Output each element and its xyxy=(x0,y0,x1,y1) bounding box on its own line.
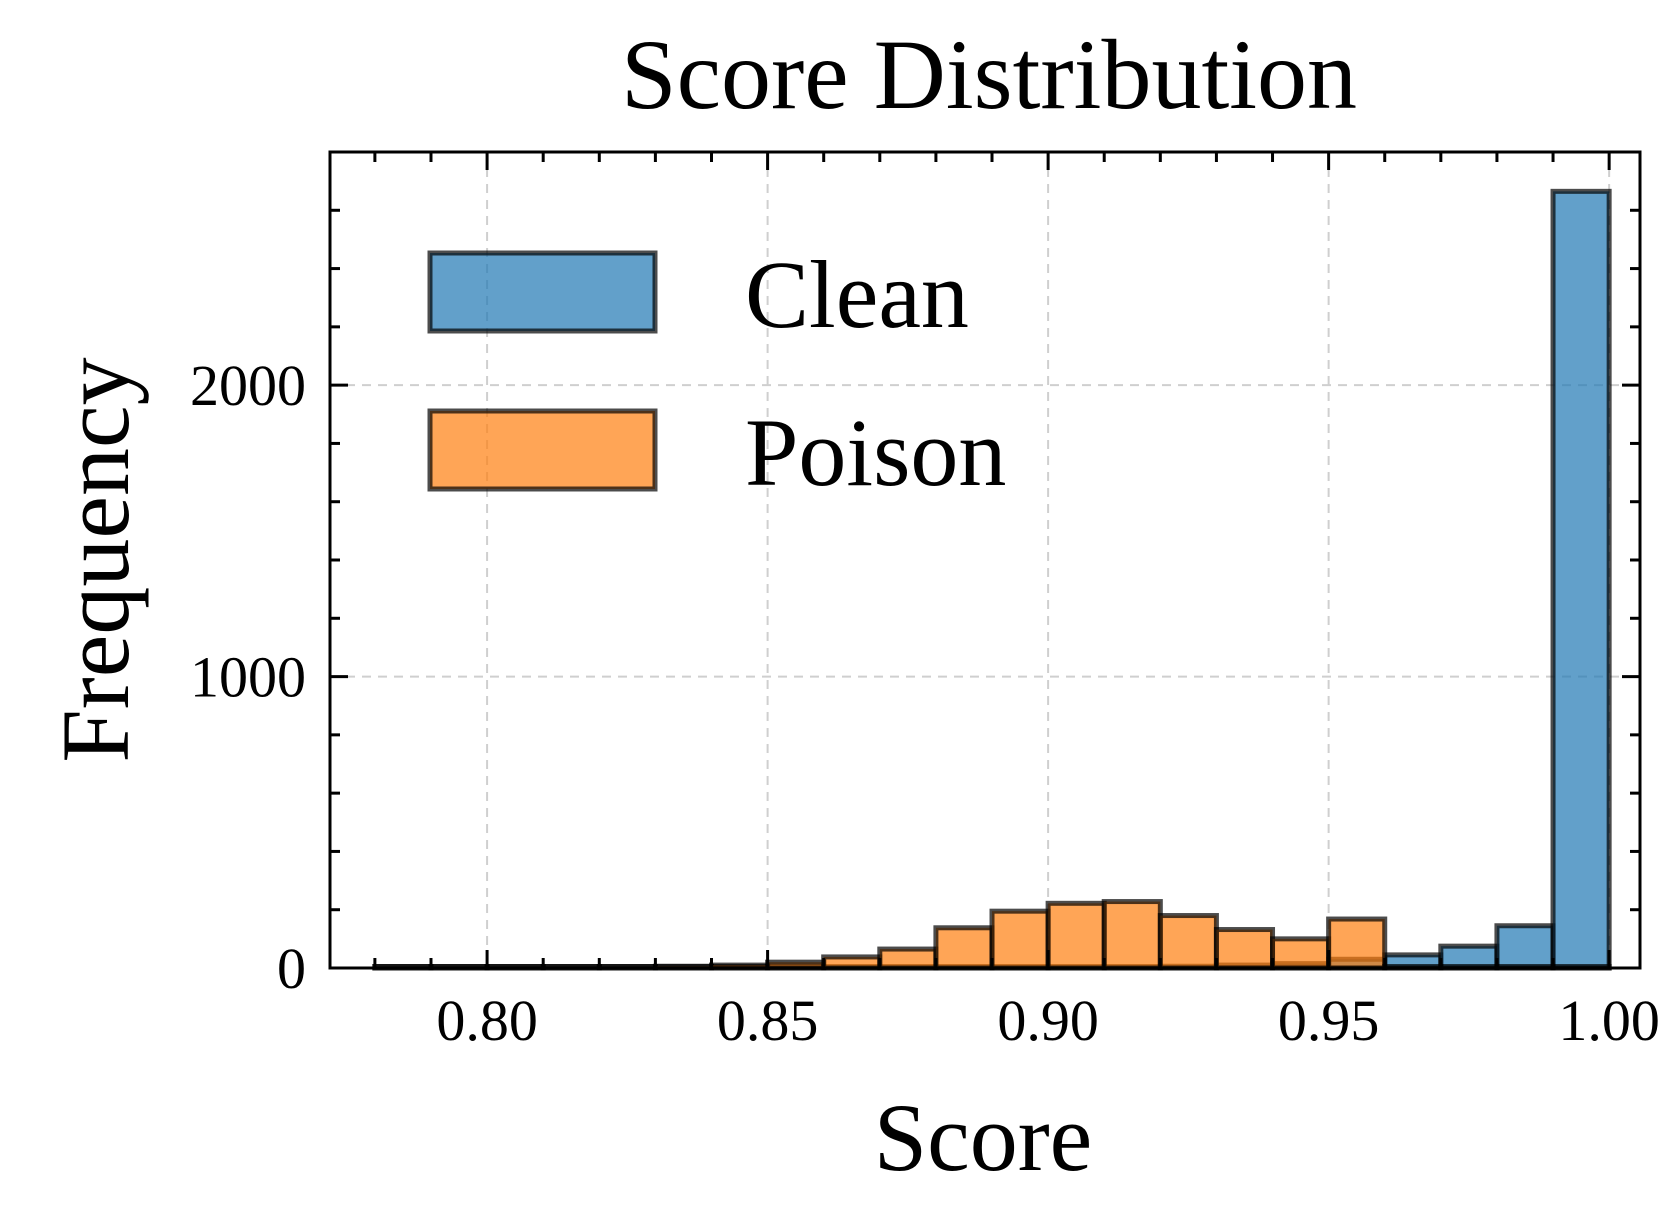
bar-poison-17 xyxy=(1326,916,1388,971)
x-tick-label-1: 0.85 xyxy=(717,988,819,1053)
x-tick-label-0: 0.80 xyxy=(436,988,538,1053)
x-tick-label-4: 1.00 xyxy=(1558,988,1660,1053)
bar-clean-21 xyxy=(1550,188,1612,971)
bar-poison-8 xyxy=(821,954,883,971)
y-axis-title: Frequency xyxy=(42,357,149,762)
y-tick-label-0: 0 xyxy=(277,936,306,1001)
x-axis-title: Score xyxy=(874,1084,1093,1191)
y-tick-label-2: 2000 xyxy=(190,353,306,418)
legend: Clean Poison xyxy=(427,241,1006,506)
bar-poison-13 xyxy=(1101,899,1163,971)
bar-poison-16 xyxy=(1270,936,1332,971)
legend-label-clean: Clean xyxy=(745,241,969,348)
bar-poison-12 xyxy=(1045,900,1107,971)
bar-poison-14 xyxy=(1157,913,1219,971)
legend-item-poison: Poison xyxy=(427,399,1006,506)
bar-poison-10 xyxy=(933,925,995,971)
legend-swatch-clean xyxy=(427,250,658,334)
y-tick-label-1: 1000 xyxy=(190,645,306,710)
x-tick-label-3: 0.95 xyxy=(1278,988,1380,1053)
x-tick-label-2: 0.90 xyxy=(997,988,1099,1053)
bar-poison-11 xyxy=(989,908,1051,971)
chart-title: Score Distribution xyxy=(621,19,1357,130)
bar-poison-15 xyxy=(1213,927,1276,971)
legend-label-poison: Poison xyxy=(745,399,1006,506)
bar-clean-20 xyxy=(1494,923,1556,971)
legend-item-clean: Clean xyxy=(427,241,969,348)
legend-swatch-poison xyxy=(427,408,658,492)
axis-ticks xyxy=(330,150,1640,970)
bar-poison-9 xyxy=(877,946,939,971)
tick-labels: 0.80 0.85 0.90 0.95 1.00 0 1000 2000 xyxy=(190,353,1660,1053)
